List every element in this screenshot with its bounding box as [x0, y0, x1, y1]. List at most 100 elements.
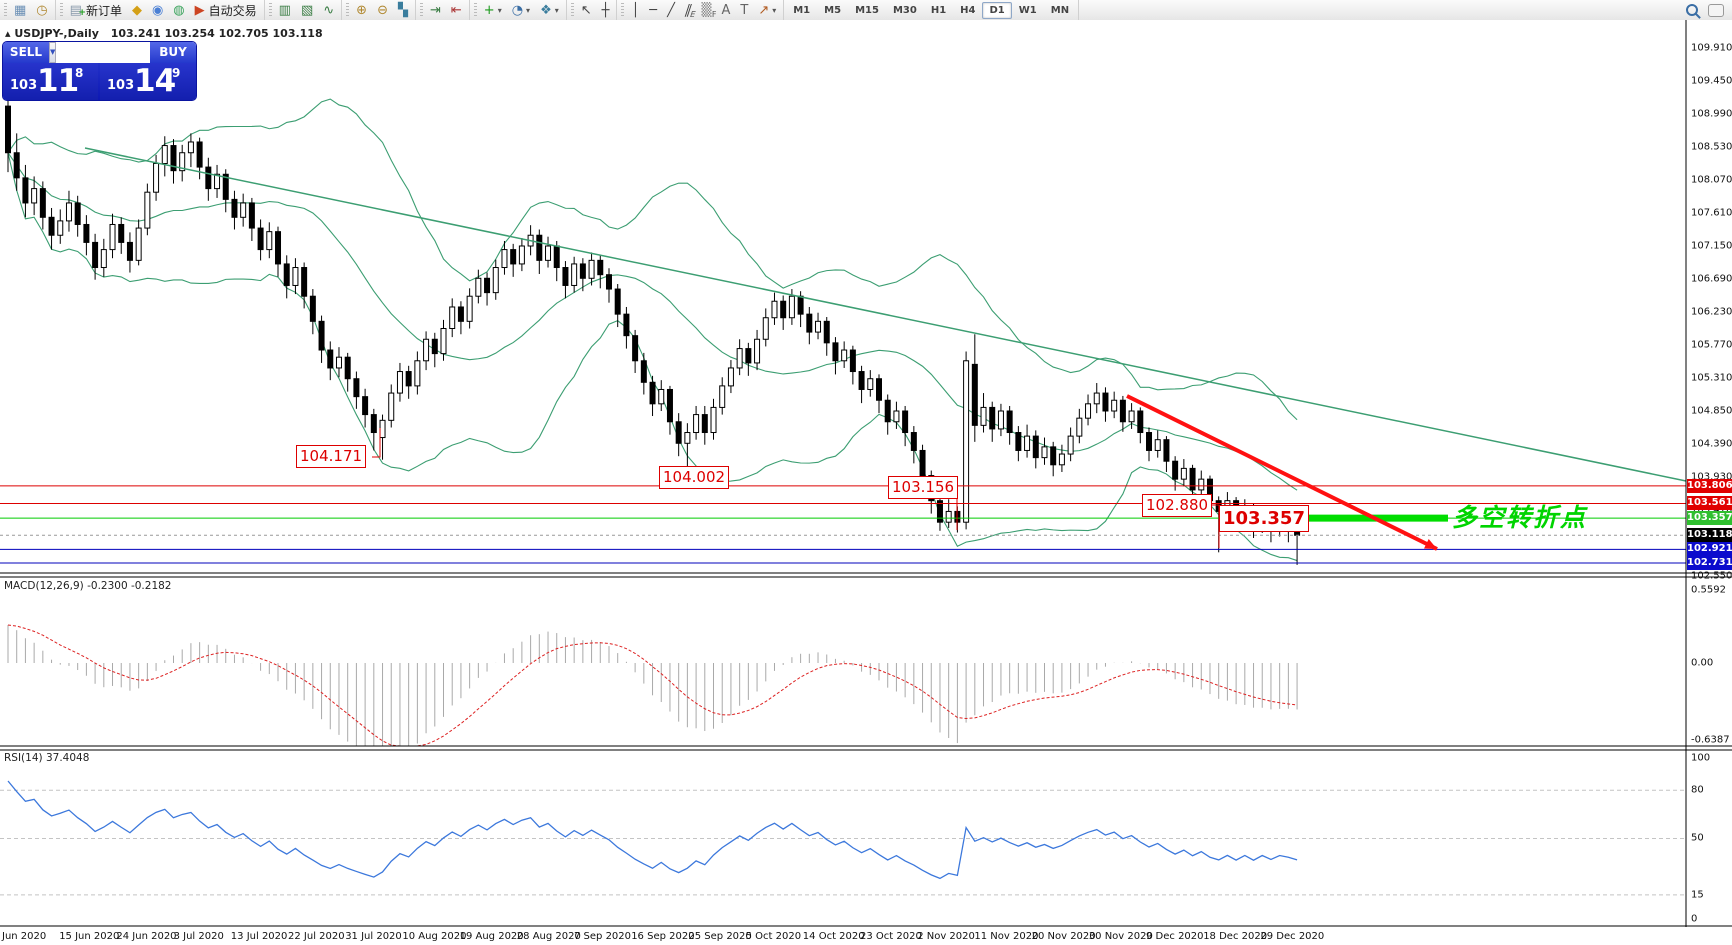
window-marker-icon: ▴: [5, 27, 11, 40]
toolbar-group: ↖ ┼: [567, 0, 618, 20]
bollinger-bands: [7, 98, 1298, 562]
timeframe-m30[interactable]: M30: [892, 4, 917, 16]
vertical-line-button[interactable]: │: [631, 2, 640, 18]
cursor-button[interactable]: ↖: [580, 2, 592, 18]
price-tick: 106.230: [1691, 306, 1732, 318]
notifications-icon[interactable]: 1: [1708, 3, 1724, 17]
date-tick: 23 Oct 2020: [860, 931, 922, 942]
timeframe-h4[interactable]: H4: [960, 4, 976, 16]
community-icon[interactable]: ◉: [151, 2, 164, 18]
macd-tick: 0.00: [1691, 657, 1714, 669]
profiles-icon[interactable]: ◷: [36, 2, 48, 18]
trendlines[interactable]: [84, 147, 1687, 551]
rsi-tick: 50: [1691, 832, 1704, 844]
periods-button[interactable]: ◔ ▾: [511, 2, 531, 18]
tile-windows-button[interactable]: ▚: [397, 2, 408, 18]
date-tick: 2 Nov 2020: [917, 931, 975, 942]
rsi-tick: 0: [1691, 913, 1698, 925]
date-tick: 28 Aug 2020: [516, 931, 581, 942]
price-tick: 108.990: [1691, 108, 1732, 120]
templates-button[interactable]: ❖ ▾: [540, 2, 559, 18]
price-annotation-label[interactable]: 102.880: [1142, 494, 1213, 517]
price-annotation-label[interactable]: 104.171: [296, 445, 367, 468]
trendline-button[interactable]: ╱: [667, 2, 675, 18]
volume-control: ▼ ▲: [49, 42, 196, 63]
timeframe-group: M1 M5 M15 M30 H1 H4 D1 W1 MN: [784, 0, 1080, 20]
turning-point-annotation[interactable]: 多空转折点: [1452, 503, 1588, 532]
crosshair-button[interactable]: ┼: [601, 2, 610, 18]
zoom-in-button[interactable]: ⊕: [356, 2, 368, 18]
date-tick: 13 Jul 2020: [230, 931, 288, 942]
volume-down-button[interactable]: ▼: [49, 42, 57, 63]
timeframe-m15[interactable]: M15: [855, 4, 879, 16]
toolbar-group: + ▾ ◔ ▾ ❖ ▾: [470, 0, 567, 20]
text-label-button[interactable]: T: [740, 2, 749, 18]
search-icon[interactable]: [1686, 4, 1698, 16]
sell-price[interactable]: 103 11 8: [3, 63, 98, 100]
date-tick: 25 Sep 2020: [688, 931, 752, 942]
line-mode-button[interactable]: ∿: [323, 2, 335, 18]
chart-window[interactable]: ▴ USDJPY-,Daily 103.241 103.254 102.705 …: [0, 20, 1732, 927]
timeframe-w1[interactable]: W1: [1018, 4, 1037, 16]
date-tick: 3 Jul 2020: [173, 931, 224, 942]
price-tick: 109.910: [1691, 42, 1732, 54]
price-annotation-label[interactable]: 103.357: [1219, 505, 1309, 532]
date-tick: 15 Jun 2020: [59, 931, 120, 942]
fibonacci-button[interactable]: ▒ F: [701, 2, 717, 19]
buy-price[interactable]: 103 14 9: [100, 63, 196, 100]
toolbar-group: ⇥ ⇤: [416, 0, 470, 20]
bars-mode-button[interactable]: ▥: [278, 2, 291, 18]
price-tick: 102.550: [1691, 570, 1732, 582]
timeframe-mn[interactable]: MN: [1050, 4, 1070, 16]
timeframe-d1[interactable]: D1: [982, 1, 1012, 19]
chart-canvas[interactable]: [0, 20, 1732, 927]
toolbar-group: ▤ + 新订单 ◆ ◉ ◍ ▶ 自动交易: [56, 0, 265, 20]
price-tick: 107.610: [1691, 207, 1732, 219]
date-tick: 18 Dec 2020: [1203, 931, 1268, 942]
zoom-out-button[interactable]: ⊖: [377, 2, 388, 18]
buy-button[interactable]: BUY: [150, 42, 196, 64]
buy-price-sup: 9: [172, 66, 181, 80]
arrows-button[interactable]: ↗ ▾: [758, 2, 777, 18]
candles-mode-button[interactable]: ▧: [300, 2, 314, 18]
date-tick: 31 Jul 2020: [345, 931, 402, 942]
price-annotation-label[interactable]: 104.002: [659, 466, 730, 489]
price-tick: 105.770: [1691, 339, 1732, 351]
panel-borders: [0, 20, 1732, 927]
price-annotation-label[interactable]: 103.156: [888, 476, 959, 499]
date-tick: 14 Oct 2020: [802, 931, 865, 942]
date-tick: 29 Dec 2020: [1260, 931, 1325, 942]
rsi-indicator: [0, 780, 1686, 896]
one-click-trading-panel: SELL ▼ ▲ BUY 103 11 8 103 14 9: [3, 42, 196, 100]
date-tick: 24 Jun 2020: [116, 931, 177, 942]
toolbar-right: 1: [1686, 3, 1732, 17]
price-badge: 103.118: [1687, 528, 1732, 543]
timeframe-h1[interactable]: H1: [930, 4, 947, 16]
rsi-tick: 80: [1691, 784, 1704, 796]
price-badge: 103.806: [1687, 478, 1732, 493]
price-badge: 102.921: [1687, 542, 1732, 557]
sell-button[interactable]: SELL: [3, 42, 49, 64]
sell-price-sup: 8: [75, 66, 84, 80]
auto-scroll-button[interactable]: ⇥: [429, 2, 441, 18]
rsi-tick: 100: [1691, 752, 1711, 764]
indicators-button[interactable]: + ▾: [483, 2, 502, 18]
price-badge: 103.357: [1687, 511, 1732, 526]
date-tick: 19 Aug 2020: [459, 931, 524, 942]
algo-trading-button[interactable]: ▶ 自动交易: [194, 2, 257, 18]
timeframe-m5[interactable]: M5: [824, 4, 842, 16]
horizontal-line-button[interactable]: ─: [649, 2, 658, 18]
main-toolbar: ▦ ◷ ▤ + 新订单 ◆ ◉ ◍ ▶ 自动交易 ▥ ▧ ∿ ⊕ ⊖ ▚ ⇥ ⇤ + ▾ ◔ ▾ ❖ ▾ ↖ ┼ │ ─ ╱ ∥ E ▒ F A T…: [0, 0, 1732, 21]
horizontal-lines[interactable]: [0, 485, 1686, 564]
equidistant-channel-button[interactable]: ∥ E: [682, 2, 697, 19]
deposit-icon[interactable]: ◆: [131, 2, 142, 18]
text-button[interactable]: A: [721, 2, 731, 18]
chart-shift-button[interactable]: ⇤: [450, 2, 462, 18]
price-tick: 103.930: [1691, 471, 1732, 483]
new-order-button[interactable]: ▤ + 新订单: [69, 2, 122, 18]
signals-icon[interactable]: ◍: [173, 2, 185, 18]
date-axis[interactable]: Jun 2020 15 Jun 2020 24 Jun 2020 3 Jul 2020…: [0, 927, 1732, 945]
price-tick: 104.390: [1691, 438, 1732, 450]
chart-window-icon[interactable]: ▦: [14, 2, 27, 18]
timeframe-m1[interactable]: M1: [793, 4, 811, 16]
